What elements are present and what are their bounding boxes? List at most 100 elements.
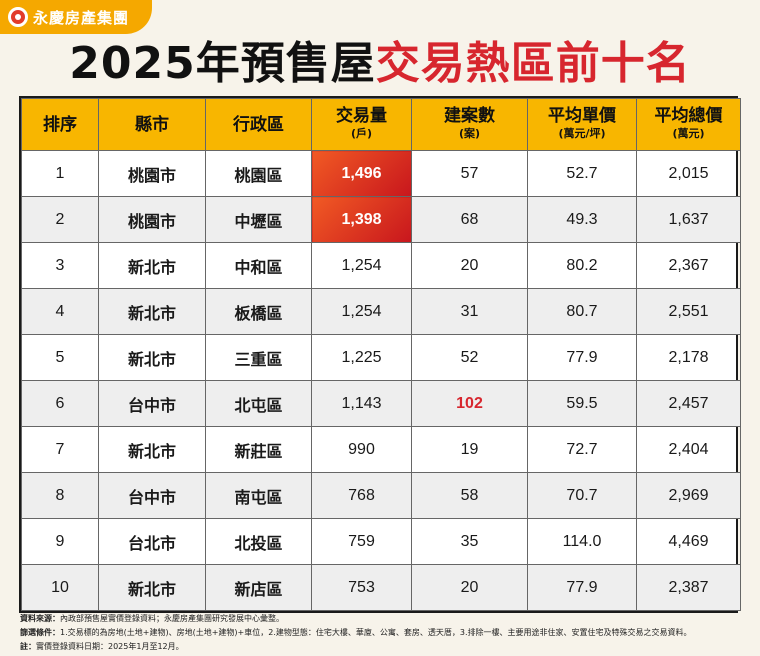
cell-unit-price: 70.7: [527, 472, 637, 519]
cell-total-price: 2,367: [636, 242, 741, 289]
table-body: 1 桃園市 桃園區 1,496 57 52.7 2,015 2 桃園市 中壢區 1,398 68 49.…: [21, 150, 741, 611]
cell-rank: 8: [21, 472, 99, 519]
cell-volume: 1,398: [311, 196, 412, 243]
cell-total-price: 2,551: [636, 288, 741, 335]
cell-rank: 9: [21, 518, 99, 565]
ranking-table-container: 排序 縣市 行政區 交易量 (戶) 建案數 (案) 平均單價 (萬元/坪) 平均總價(…: [19, 96, 741, 613]
cell-district: 北屯區: [205, 380, 312, 427]
cell-district: 南屯區: [205, 472, 312, 519]
cell-unit-price: 59.5: [527, 380, 637, 427]
cell-district: 桃園區: [205, 150, 312, 197]
filter-note: 篩選條件：1.交易標的為房地(土地+建物)、房地(土地+建物)+車位，2.建物型…: [20, 628, 692, 637]
cell-rank: 2: [21, 196, 99, 243]
cell-city: 台中市: [98, 472, 206, 519]
header-rank: 排序: [21, 98, 99, 151]
cell-unit-price: 77.9: [527, 564, 637, 611]
cell-total-price: 1,637: [636, 196, 741, 243]
cell-unit-price: 72.7: [527, 426, 637, 473]
table-row: 4 新北市 板橋區 1,254 31 80.7 2,551: [21, 288, 741, 335]
header-volume: 交易量 (戶): [311, 98, 412, 151]
cell-city: 台北市: [98, 518, 206, 565]
cell-city: 新北市: [98, 242, 206, 289]
cell-city: 新北市: [98, 334, 206, 381]
cell-unit-price: 80.2: [527, 242, 637, 289]
cell-city: 桃園市: [98, 196, 206, 243]
cell-projects: 19: [411, 426, 528, 473]
cell-volume: 1,496: [311, 150, 412, 197]
cell-unit-price: 114.0: [527, 518, 637, 565]
cell-rank: 6: [21, 380, 99, 427]
yungching-logo-icon: [8, 7, 28, 27]
cell-total-price: 2,457: [636, 380, 741, 427]
cell-rank: 10: [21, 564, 99, 611]
title-part-red: 交易熱區前十名: [375, 38, 691, 89]
cell-volume: 1,225: [311, 334, 412, 381]
table-header-row: 排序 縣市 行政區 交易量 (戶) 建案數 (案) 平均單價 (萬元/坪) 平均總價(…: [21, 98, 741, 151]
cell-projects: 52: [411, 334, 528, 381]
table-row: 1 桃園市 桃園區 1,496 57 52.7 2,015: [21, 150, 741, 197]
cell-rank: 4: [21, 288, 99, 335]
cell-volume: 1,143: [311, 380, 412, 427]
page-title: 2025年預售屋交易熱區前十名: [0, 36, 760, 92]
cell-total-price: 4,469: [636, 518, 741, 565]
cell-total-price: 2,969: [636, 472, 741, 519]
source-note: 資料來源：內政部預售屋實價登錄資料；永慶房產集團研究發展中心彙整。: [20, 614, 284, 623]
cell-unit-price: 80.7: [527, 288, 637, 335]
ranking-table: 排序 縣市 行政區 交易量 (戶) 建案數 (案) 平均單價 (萬元/坪) 平均總價(…: [21, 98, 741, 611]
cell-projects: 57: [411, 150, 528, 197]
cell-total-price: 2,178: [636, 334, 741, 381]
cell-projects: 31: [411, 288, 528, 335]
cell-total-price: 2,015: [636, 150, 741, 197]
cell-projects: 35: [411, 518, 528, 565]
header-projects: 建案數 (案): [411, 98, 528, 151]
cell-total-price: 2,387: [636, 564, 741, 611]
table-row: 7 新北市 新莊區 990 19 72.7 2,404: [21, 426, 741, 473]
title-part-black: 2025年預售屋: [69, 38, 376, 89]
cell-volume: 753: [311, 564, 412, 611]
cell-rank: 5: [21, 334, 99, 381]
table-row: 6 台中市 北屯區 1,143 102 59.5 2,457: [21, 380, 741, 427]
brand-name: 永慶房產集團: [33, 8, 130, 27]
cell-city: 新北市: [98, 564, 206, 611]
table-row: 8 台中市 南屯區 768 58 70.7 2,969: [21, 472, 741, 519]
cell-total-price: 2,404: [636, 426, 741, 473]
cell-projects: 20: [411, 242, 528, 289]
cell-city: 新北市: [98, 288, 206, 335]
header-district: 行政區: [205, 98, 312, 151]
cell-projects: 20: [411, 564, 528, 611]
cell-volume: 1,254: [311, 288, 412, 335]
cell-district: 中和區: [205, 242, 312, 289]
date-note: 註：實價登錄資料日期：2025年1月至12月。: [20, 642, 184, 651]
brand-tab: 永慶房產集團: [0, 0, 152, 34]
header-total-price: 平均總價 (萬元): [636, 98, 741, 151]
cell-volume: 990: [311, 426, 412, 473]
cell-volume: 759: [311, 518, 412, 565]
cell-district: 新店區: [205, 564, 312, 611]
cell-district: 板橋區: [205, 288, 312, 335]
header-city: 縣市: [98, 98, 206, 151]
cell-district: 新莊區: [205, 426, 312, 473]
cell-projects: 102: [411, 380, 528, 427]
header-unit-price: 平均單價 (萬元/坪): [527, 98, 637, 151]
table-row: 3 新北市 中和區 1,254 20 80.2 2,367: [21, 242, 741, 289]
cell-volume: 1,254: [311, 242, 412, 289]
cell-projects: 58: [411, 472, 528, 519]
table-row: 2 桃園市 中壢區 1,398 68 49.3 1,637: [21, 196, 741, 243]
cell-city: 桃園市: [98, 150, 206, 197]
table-row: 9 台北市 北投區 759 35 114.0 4,469: [21, 518, 741, 565]
cell-rank: 1: [21, 150, 99, 197]
cell-district: 北投區: [205, 518, 312, 565]
cell-volume: 768: [311, 472, 412, 519]
cell-unit-price: 49.3: [527, 196, 637, 243]
table-row: 10 新北市 新店區 753 20 77.9 2,387: [21, 564, 741, 611]
cell-projects: 68: [411, 196, 528, 243]
cell-unit-price: 77.9: [527, 334, 637, 381]
cell-rank: 7: [21, 426, 99, 473]
cell-city: 台中市: [98, 380, 206, 427]
cell-district: 中壢區: [205, 196, 312, 243]
cell-rank: 3: [21, 242, 99, 289]
cell-district: 三重區: [205, 334, 312, 381]
table-row: 5 新北市 三重區 1,225 52 77.9 2,178: [21, 334, 741, 381]
cell-unit-price: 52.7: [527, 150, 637, 197]
footnotes: 資料來源：內政部預售屋實價登錄資料；永慶房產集團研究發展中心彙整。 篩選條件：1…: [20, 612, 750, 654]
